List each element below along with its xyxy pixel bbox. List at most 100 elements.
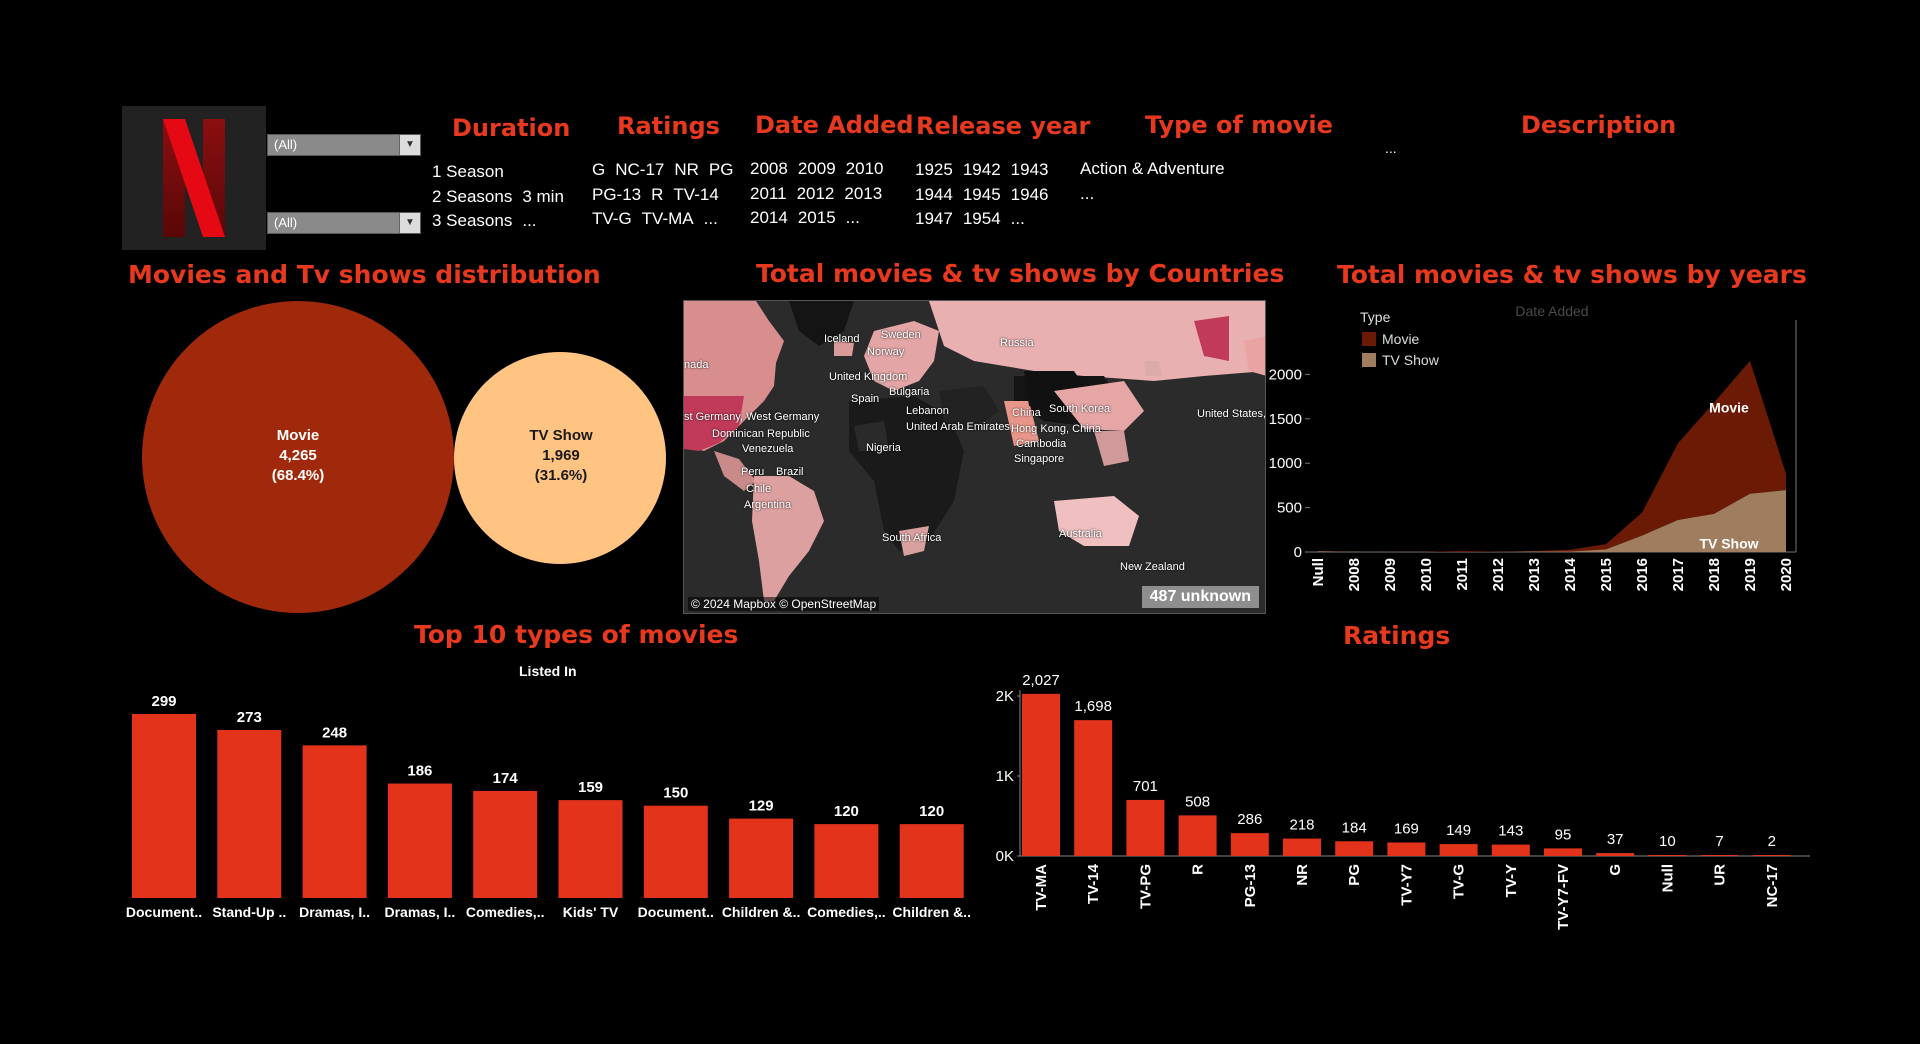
more-options-button[interactable]: ... (845, 208, 860, 227)
bar[interactable] (473, 790, 538, 898)
bar-data-label: 120 (834, 803, 859, 820)
area-movie[interactable] (1318, 360, 1786, 552)
bar-data-label: 184 (1342, 819, 1367, 836)
date-added-filter-title: Date Added (755, 111, 914, 139)
chevron-down-icon[interactable]: ▼ (399, 135, 420, 155)
bar[interactable] (217, 730, 282, 898)
filter-option[interactable]: 2014 (750, 208, 788, 227)
legend-label[interactable]: TV Show (1382, 352, 1440, 368)
legend-label[interactable]: Movie (1382, 331, 1420, 347)
years-chart[interactable]: Date Added Type Movie TV Show 0 500 1000 1500 20… (1260, 300, 1920, 620)
legend-swatch[interactable] (1362, 353, 1376, 367)
bar[interactable] (1544, 848, 1582, 856)
filter-row: ... (1080, 182, 1235, 207)
bar[interactable] (729, 818, 794, 898)
description-filter-title: Description (1521, 111, 1677, 139)
top10-chart[interactable]: 299 Document.. 273 Stand-Up .. 248 Dramas, I.… (110, 680, 990, 930)
filter-option[interactable]: TV-G (592, 209, 632, 228)
filter-option[interactable]: 2012 (796, 183, 835, 203)
description-input[interactable]: ... (1385, 140, 1805, 170)
filter-option[interactable]: PG (708, 160, 734, 179)
bar[interactable] (1335, 841, 1374, 856)
map-country-label: United Kingdom (829, 371, 908, 383)
more-options-button[interactable]: ... (1080, 183, 1095, 203)
world-map[interactable]: Iceland Sweden Norway Russia United Kingdom B… (683, 300, 1266, 614)
filter-option[interactable]: 1944 (915, 184, 953, 204)
bar-data-label: 120 (919, 803, 944, 820)
map-attribution[interactable]: © 2024 Mapbox © OpenStreetMap (688, 597, 880, 611)
filter-option[interactable]: PG-13 (592, 184, 642, 204)
filter-option[interactable]: 2008 (750, 159, 788, 178)
filter-option[interactable]: 1947 (915, 209, 953, 228)
ratings-bar-chart: 0K 1K 2K 2,027 TV-MA 1,698 TV-14 701 TV-PG 508 R 28… (996, 672, 1813, 930)
filter-row: 1944 1945 1946 (915, 183, 1058, 208)
filter-option[interactable]: 3 min (522, 186, 564, 206)
bar-data-label: 129 (749, 798, 774, 815)
bar[interactable] (387, 783, 452, 898)
legend-swatch[interactable] (1362, 332, 1376, 346)
filter-option[interactable]: 3 Seasons (432, 211, 513, 230)
filter-row: Action & Adventure (1080, 157, 1235, 182)
bar[interactable] (1283, 838, 1321, 856)
bar[interactable] (1439, 844, 1478, 856)
filter-option[interactable]: 2009 (797, 159, 836, 178)
movie-bubble[interactable] (142, 301, 454, 613)
filter-option[interactable]: 2010 (845, 159, 884, 178)
category-label: TV-Y7 (1398, 864, 1415, 906)
bar[interactable] (1491, 844, 1530, 856)
x-tick-label: 2019 (1742, 558, 1759, 591)
category-label: R (1190, 864, 1207, 875)
filter-option[interactable]: NC-17 (615, 160, 665, 179)
bar[interactable] (1596, 853, 1635, 856)
area-tvshow[interactable] (1318, 490, 1786, 552)
filter-option[interactable]: TV-14 (673, 184, 719, 204)
ratings-chart-title: Ratings (1343, 621, 1451, 650)
bar[interactable] (1230, 833, 1269, 856)
bar[interactable] (132, 714, 196, 898)
bar-data-label: 508 (1185, 793, 1210, 810)
filter-dropdown-bottom[interactable]: (All) ▼ (267, 212, 421, 234)
filter-option[interactable]: Action & Adventure (1080, 159, 1225, 178)
filter-option[interactable]: 2 Seasons (432, 186, 513, 206)
more-options-button[interactable]: ... (522, 211, 537, 230)
description-placeholder: ... (1385, 140, 1397, 156)
bar[interactable] (1700, 855, 1739, 856)
filter-option[interactable]: R (651, 184, 664, 204)
filter-option[interactable]: 2011 (750, 183, 787, 203)
bar[interactable] (1387, 842, 1426, 856)
bar[interactable] (1126, 799, 1165, 856)
filter-option[interactable]: 1946 (1010, 184, 1049, 204)
unknown-locations-badge[interactable]: 487 unknown (1141, 586, 1259, 608)
bar[interactable] (814, 824, 879, 898)
bar[interactable] (1022, 693, 1060, 856)
filter-dropdown-top[interactable]: (All) ▼ (267, 134, 421, 156)
filter-option[interactable]: 1954 (962, 209, 1001, 228)
tvshow-bubble[interactable] (454, 352, 666, 564)
filter-option[interactable]: 1943 (1010, 160, 1049, 179)
filter-row: 2008 2009 2010 (750, 157, 893, 182)
bar[interactable] (1178, 815, 1217, 856)
bar[interactable] (1074, 720, 1113, 856)
bar[interactable] (558, 800, 623, 898)
release-year-filter-items: 1925 1942 1943 1944 1945 1946 1947 1954... (915, 158, 1058, 232)
bar[interactable] (899, 824, 964, 898)
filter-option[interactable]: 1942 (962, 160, 1001, 179)
chevron-down-icon[interactable]: ▼ (399, 213, 420, 233)
more-options-button[interactable]: ... (703, 209, 718, 228)
map-country-label: Argentina (744, 499, 792, 511)
filter-option[interactable]: 1 Season (432, 162, 504, 181)
filter-option[interactable]: 2015 (797, 208, 836, 227)
bar[interactable] (643, 805, 708, 898)
bar[interactable] (1648, 855, 1687, 856)
filter-option[interactable]: 1945 (962, 184, 1001, 204)
map-country-label: Singapore (1014, 453, 1065, 465)
filter-option[interactable]: TV-MA (641, 209, 694, 228)
ratings-chart[interactable]: 0K 1K 2K 2,027 TV-MA 1,698 TV-14 701 TV-PG 508 R 28… (970, 660, 1813, 940)
bar[interactable] (302, 745, 367, 898)
filter-option[interactable]: 1925 (915, 160, 953, 179)
bar[interactable] (1752, 855, 1791, 856)
filter-option[interactable]: 2013 (844, 183, 883, 203)
filter-option[interactable]: NR (674, 160, 699, 179)
more-options-button[interactable]: ... (1010, 209, 1025, 228)
filter-option[interactable]: G (592, 160, 606, 179)
